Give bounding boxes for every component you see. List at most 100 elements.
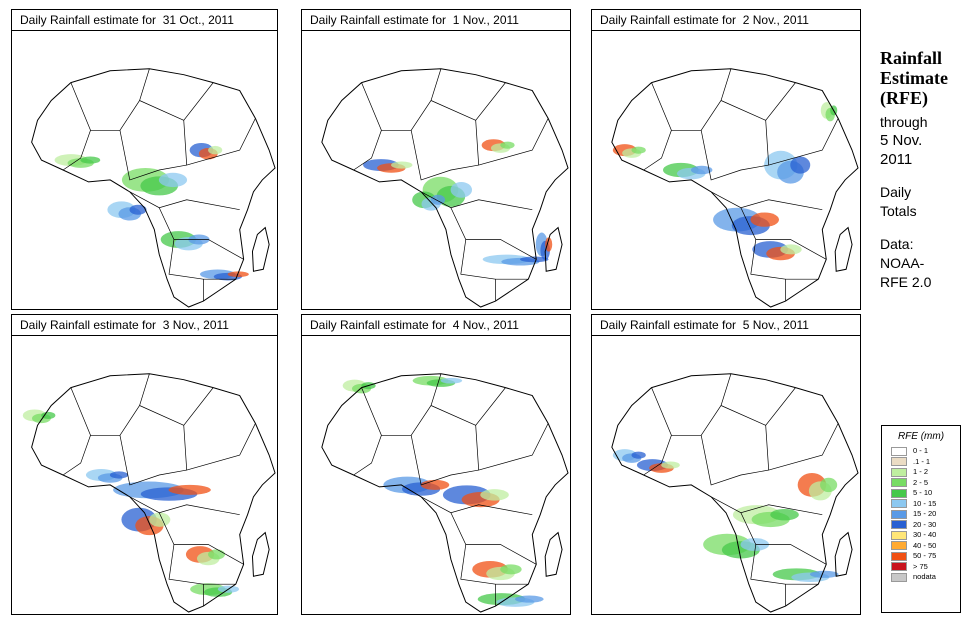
legend-swatch — [891, 551, 907, 561]
legend-title: RFE (mm) — [897, 431, 945, 442]
legend-item: 20 - 30 — [882, 520, 960, 531]
legend-label: 5 - 10 — [913, 488, 933, 498]
country-border — [643, 130, 672, 171]
rainfall-patch — [809, 570, 839, 578]
rainfall-patch — [661, 461, 680, 469]
country-border — [740, 512, 827, 565]
source-line: NOAA- — [880, 255, 925, 271]
country-border — [740, 207, 827, 260]
rainfall-patch — [440, 377, 463, 384]
legend-swatch — [891, 446, 907, 456]
country-border — [643, 435, 672, 476]
description-title: Rainfall Estimate (RFE) — [880, 48, 964, 108]
coastline — [31, 373, 276, 613]
source-line: Data: — [880, 236, 914, 252]
rainfall-patch — [519, 256, 549, 263]
rainfall-patch — [208, 145, 223, 155]
legend-label: > 75 — [913, 561, 928, 571]
country-border — [158, 512, 244, 565]
rainfall-patch — [500, 564, 522, 575]
legend-swatch — [891, 509, 907, 519]
legend-swatch — [891, 562, 907, 572]
country-border — [430, 387, 506, 426]
country-border — [410, 130, 479, 181]
country-border — [430, 82, 506, 121]
country-border — [420, 496, 533, 516]
country-border — [710, 191, 823, 211]
country-border — [750, 239, 819, 280]
legend-swatch — [891, 467, 907, 477]
country-border — [475, 423, 549, 471]
rainfall-map — [591, 30, 861, 310]
rainfall-panel-4-nov: Daily Rainfall estimate for 4 Nov., 2011 — [301, 314, 571, 615]
rainfall-patch — [780, 244, 802, 255]
legend-swatch — [891, 572, 907, 582]
country-border — [62, 130, 91, 171]
legend-item: nodata — [882, 572, 960, 583]
country-border — [460, 239, 529, 280]
legend-item: 5 - 10 — [882, 488, 960, 499]
rainfall-panel-2-nov: Daily Rainfall estimate for 2 Nov., 2011 — [591, 9, 861, 310]
period-line: Totals — [880, 203, 917, 219]
rainfall-patch — [450, 181, 473, 198]
country-border — [651, 373, 732, 436]
rainfall-map — [591, 335, 861, 615]
panel-title: Daily Rainfall estimate for 31 Oct., 201… — [11, 9, 278, 31]
legend-label: 0 - 1 — [913, 446, 929, 456]
legend-label: 40 - 50 — [913, 540, 937, 550]
legend-item: 2 - 5 — [882, 478, 960, 489]
rainfall-patch — [80, 156, 101, 164]
rainfall-patch — [500, 141, 515, 149]
country-border — [361, 373, 442, 436]
africa-map-graphic — [611, 68, 859, 308]
rainfall-patch — [430, 194, 446, 205]
country-border — [720, 82, 796, 121]
legend-label: .1 - 1 — [913, 456, 931, 466]
country-border — [183, 423, 256, 471]
legend-swatch — [891, 488, 907, 498]
coastline — [611, 68, 859, 308]
coastline — [31, 68, 276, 308]
legend-swatch — [891, 520, 907, 530]
panel-title: Daily Rainfall estimate for 1 Nov., 2011 — [301, 9, 571, 31]
period-line: Daily — [880, 184, 912, 200]
panel-title: Daily Rainfall estimate for 2 Nov., 2011 — [591, 9, 861, 31]
country-border — [119, 130, 187, 181]
country-border — [129, 496, 240, 516]
rainfall-patch — [631, 451, 646, 459]
country-border — [700, 130, 769, 181]
madagascar-outline — [251, 226, 270, 272]
rainfall-patch — [750, 212, 780, 227]
madagascar-outline — [251, 531, 270, 577]
date-line: 5 Nov. — [880, 132, 923, 149]
country-border — [765, 118, 839, 166]
rainfall-patch — [790, 156, 811, 174]
rainfall-patch — [168, 484, 211, 495]
legend-swatch — [891, 541, 907, 551]
panel-title: Daily Rainfall estimate for 4 Nov., 2011 — [301, 314, 571, 336]
country-border — [450, 207, 537, 260]
madagascar-outline — [544, 226, 563, 272]
madagascar-outline — [544, 531, 563, 577]
africa-map-graphic — [31, 68, 276, 308]
rainfall-panel-5-nov: Daily Rainfall estimate for 5 Nov., 2011 — [591, 314, 861, 615]
madagascar-outline — [834, 531, 853, 577]
rainfall-patch — [480, 489, 509, 501]
rainfall-map — [301, 335, 571, 615]
title-line: Estimate — [880, 68, 948, 88]
rainfall-patch — [158, 172, 188, 188]
country-border — [70, 373, 150, 436]
panel-title: Daily Rainfall estimate for 3 Nov., 2011 — [11, 314, 278, 336]
legend-item: 1 - 2 — [882, 467, 960, 478]
rainfall-patch — [208, 549, 226, 560]
rainfall-map — [11, 335, 278, 615]
africa-map-graphic — [321, 373, 569, 613]
rainfall-patch — [515, 595, 544, 603]
legend-label: 1 - 2 — [913, 467, 929, 477]
legend-item: 10 - 15 — [882, 499, 960, 510]
rainfall-map — [11, 30, 278, 310]
coastline — [611, 373, 859, 613]
period-label: Daily Totals — [880, 183, 964, 221]
country-border — [70, 68, 150, 131]
